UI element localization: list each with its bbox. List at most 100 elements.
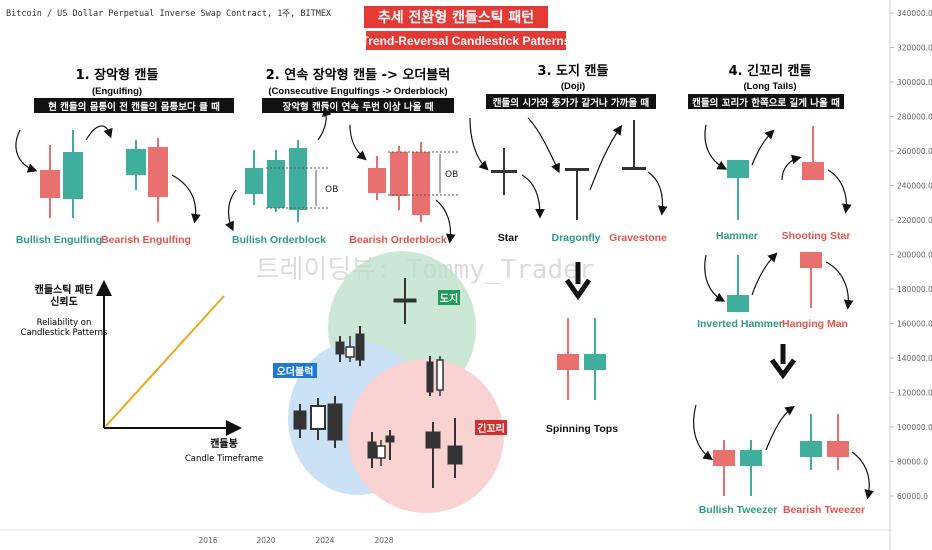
y-axis-ticks: 340000.0 320000.0 300000.0 280000.0 260000.0… [890,9,932,501]
reliability-ylabel-ko: 캔들스틱 패턴 신뢰도 [35,283,94,308]
y-tick-label: 160000.0 [897,320,932,329]
section2-desc-bg [262,98,454,113]
label-spinning-tops: Spinning Tops [546,423,618,435]
venn-doji-label: 도지 [440,292,458,305]
x-axis-ticks: 2016 2020 2024 2028 [198,536,393,545]
y-tick-label: 180000.0 [897,285,932,294]
section1-heading: 1. 장악형 캔들 [76,67,159,83]
s4-star-arrow-in [781,154,802,181]
label-bearish-tweezer: Bearish Tweezer [783,504,865,516]
s4-btweezer-arrow-out [765,405,795,451]
venn-doji-tag [438,290,460,305]
bullish-tweezer-candles [713,440,762,496]
s1-arrow-out [171,174,201,224]
s4-star-arrow-out [827,169,852,214]
bullish-engulfing-candles [40,130,83,218]
spinning-tops [557,318,606,400]
s4-invhammer-arrow-in [704,254,726,302]
s4-rtweezer-arrow-out [851,451,874,500]
s4-hanging-arrow-out [825,261,854,310]
label-star: Star [498,232,518,244]
s3-arrow-star-out [521,174,545,219]
section1-sub: (Engulfing) [92,86,142,97]
reliability-trend-line [105,295,225,427]
label-bullish-orderblock: Bullish Orderblock [232,234,326,246]
y-tick-label: 300000.0 [897,78,932,87]
bearish-tweezer-candles [800,414,849,470]
label-gravestone: Gravestone [609,232,667,244]
s1-arrow-in [15,129,38,173]
y-tick-label: 260000.0 [897,147,932,156]
s4-hammer-arrow-in [704,124,728,170]
x-tick-label: 2028 [374,536,393,545]
y-tick-label: 60000.0 [897,492,928,501]
s2-ob-label-b: OB [445,170,458,180]
x-tick-label: 2024 [315,536,334,545]
venn-longtail-label: 긴꼬리 [477,422,505,435]
y-tick-label: 340000.0 [897,9,932,18]
s4-btweezer-arrow-in [693,404,713,461]
venn-orderblock-label: 오더블럭 [277,365,314,378]
y-tick-label: 320000.0 [897,44,932,53]
section4-heading: 4. 긴꼬리 캔들 [729,63,812,79]
s2-arrow-in-a [225,189,237,232]
section3-desc: 캔들의 시가와 종가가 같거나 가까울 때 [493,97,650,109]
s3-arrow-gravestone-out [647,171,668,216]
venn-diagram [288,251,504,513]
s4-hammer-arrow-out [751,129,775,166]
section2-desc: 장악형 캔들이 연속 두번 이상 나올 때 [283,101,434,113]
label-bullish-engulfing: Bullish Engulfing [16,234,102,246]
label-inverted-hammer: Inverted Hammer [697,318,783,330]
section1-desc-bg [34,98,234,113]
s4-invhammer-arrow-out [751,252,778,296]
title-en-badge [366,31,566,50]
dragonfly-doji [565,168,589,220]
x-tick-label: 2016 [198,536,217,545]
s2-arrow-out-b [435,199,456,244]
s2-ob-label-a: OB [325,185,338,195]
hanging-man-candle [800,252,822,308]
section2-sub: (Consecutive Engulfings -> Orderblock) [268,86,447,97]
venn-candles [293,278,463,488]
s3-arrow-dragonfly-in [527,117,560,174]
reliability-xlabel-ko: 캔들봉 [210,437,238,450]
shooting-star-candle [802,126,824,180]
bearish-orderblock-candles [368,142,430,222]
label-bullish-tweezer: Bullish Tweezer [699,504,778,516]
s3-arrow-star-in [469,117,489,171]
section3-heading: 3. 도지 캔들 [538,63,609,79]
x-tick-label: 2020 [256,536,275,545]
symbol-line: Bitcoin / US Dollar Perpetual Inverse Sw… [6,9,332,19]
y-tick-label: 220000.0 [897,216,932,225]
section4-sub: (Long Tails) [743,81,796,92]
s3-down-arrow [564,262,592,301]
section4-desc-bg [688,94,844,109]
title-ko: 추세 전환형 캔들스틱 패턴 [378,9,534,26]
y-tick-label: 140000.0 [897,354,932,363]
title-en: Trend-Reversal Candlestick Patterns [362,34,571,48]
section2-heading: 2. 연속 장악형 캔들 -> 오더블럭 [266,67,450,83]
s1-arrow-mid [85,125,113,141]
y-tick-label: 80000.0 [897,458,928,467]
star-doji [491,148,517,195]
section1-desc: 현 캔들의 몸통이 전 캔들의 몸통보다 클 때 [48,101,220,113]
y-tick-label: 100000.0 [897,423,932,432]
venn-longtail-tag [475,420,507,435]
s2-arrow-in-b [349,124,367,161]
label-bearish-engulfing: Bearish Engulfing [101,234,191,246]
title-ko-badge [364,6,548,28]
section3-sub: (Doji) [561,81,585,92]
label-dragonfly: Dragonfly [551,232,600,244]
y-tick-label: 240000.0 [897,182,932,191]
venn-orderblock-tag [273,363,317,378]
section3-desc-bg [486,94,656,109]
reliability-xlabel-en: Candle Timeframe [185,454,263,464]
label-bearish-orderblock: Bearish Orderblock [349,234,447,246]
s2-arrow-out-a [317,106,332,141]
s4-down-arrow [769,344,797,380]
bearish-engulfing-candles [126,138,168,222]
section4-desc: 캔들의 꼬리가 한쪽으로 길게 나올 때 [692,97,840,109]
y-tick-label: 200000.0 [897,251,932,260]
reliability-ylabel-en: Reliability on Candlestick Patterns [21,318,109,338]
